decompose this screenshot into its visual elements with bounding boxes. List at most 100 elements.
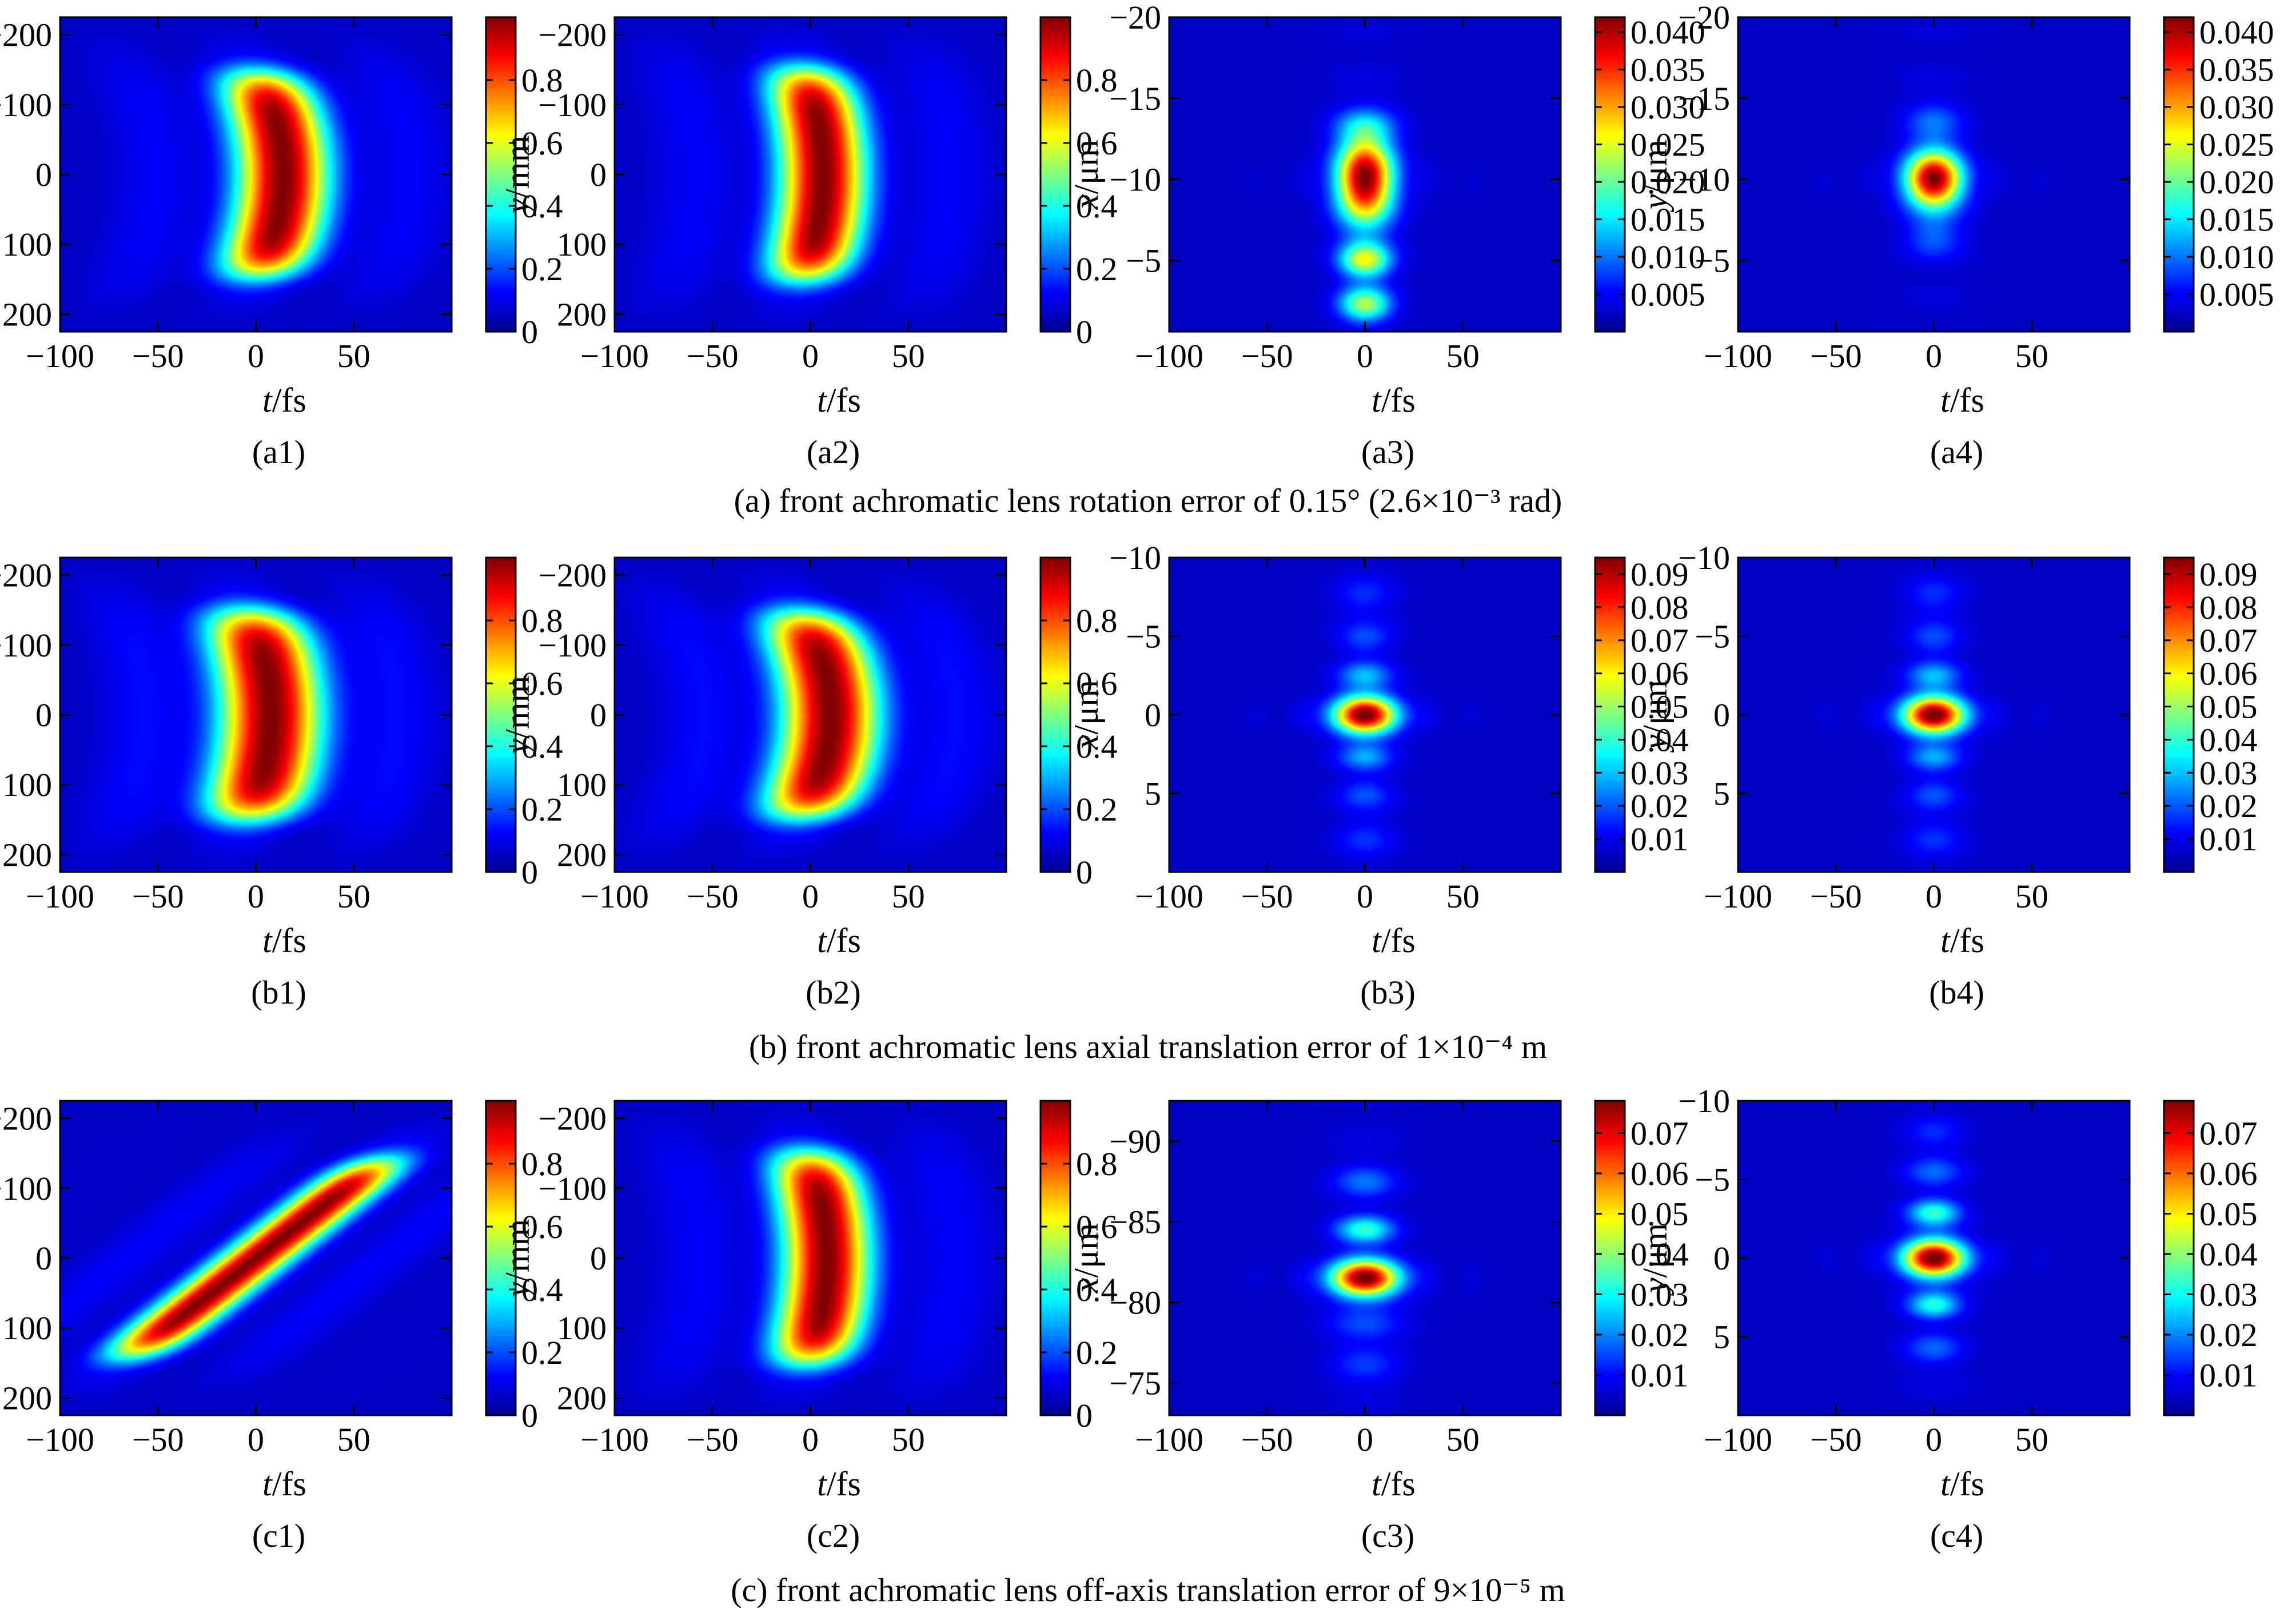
colorbar	[2163, 556, 2195, 873]
y-tick-label: −100	[538, 1170, 607, 1207]
colorbar-tick-label: 0.04	[1631, 721, 1689, 758]
y-tick-label: −5	[1695, 242, 1730, 279]
x-axis-variable: t	[817, 922, 827, 960]
heatmap-a1	[60, 17, 452, 332]
x-axis-label: t/fs	[1372, 381, 1416, 419]
x-axis-label: t/fs	[1940, 922, 1984, 960]
panel-c4: −100 −50 0 50−10−505t/fsy/μm(c4)0.010.020.0…	[1636, 1082, 2258, 1554]
y-axis-unit: /μm	[1636, 140, 1674, 194]
x-tick-label: 50	[337, 878, 370, 915]
panel-b1: −100−50050−200−1000100200t/fsx/mm(b1)00.…	[0, 556, 563, 1011]
y-tick-label: 100	[2, 766, 52, 803]
colorbar-tick-label: 0.08	[2199, 589, 2258, 626]
panel-label: (b4)	[1929, 974, 1984, 1011]
y-tick-label: −10	[1678, 1082, 1730, 1120]
y-axis-unit: /μm	[1067, 1223, 1105, 1278]
colorbar-tick-label: 0.020	[2199, 164, 2274, 201]
colorbar	[2163, 1100, 2195, 1416]
colorbar-tick-label: 0.4	[1076, 188, 1118, 225]
x-axis-variable: t	[1940, 922, 1951, 960]
colorbar-tick-label: 0.02	[2199, 787, 2258, 825]
y-tick-label: −10	[1678, 161, 1730, 198]
panel-label: (c4)	[1930, 1517, 1983, 1554]
colorbar-tick-label: 0.4	[1076, 1271, 1118, 1308]
colorbar-tick-label: 0.2	[521, 791, 563, 828]
heatmap-c2	[615, 1101, 1006, 1415]
colorbar-tick-label: 0.2	[521, 250, 563, 288]
x-tick-label: −100	[1135, 1421, 1203, 1458]
colorbar	[485, 556, 517, 873]
colorbar-tick-label: 0.025	[2199, 126, 2274, 164]
x-axis-label: t/fs	[817, 1465, 861, 1503]
y-tick-label: −100	[538, 86, 607, 124]
y-axis-label: y/μm	[1636, 1223, 1674, 1296]
x-axis-variable: t	[262, 1465, 273, 1503]
y-tick-label: 0	[1145, 696, 1161, 734]
x-axis-variable: t	[1372, 922, 1382, 960]
colorbar-tick-label: 0.8	[1076, 602, 1118, 639]
colorbar-tick-label: 0.01	[1631, 821, 1689, 858]
colorbar	[1039, 556, 1071, 873]
panel-a2: −100 −50 0 50 −200 −100 0 100 200 t/fs y/mm (a2) 0 0.…	[499, 16, 1118, 471]
x-tick-label: −100	[1704, 878, 1772, 915]
x-tick-label: −100	[580, 878, 649, 915]
colorbar-tick-label: 0.040	[1631, 14, 1705, 51]
colorbar-tick-label: 0.6	[1076, 125, 1118, 162]
panel-b2: −100 −50 0 50 −200 −100 0 100 200 t/fs y/mm (b2) 0 0.…	[499, 556, 1118, 1011]
x-axis-unit: /fs	[1950, 1465, 1984, 1503]
y-axis-variable: x	[1067, 194, 1105, 210]
panel-a3: −100 −50 0 50−20−15−10−5t/fsx/μm(a3)0.0050.…	[1067, 0, 1705, 471]
y-axis-unit: /μm	[1636, 680, 1674, 735]
x-tick-label: −50	[1241, 1421, 1293, 1458]
colorbar	[1594, 16, 1626, 333]
colorbar-tick-label: 0.08	[1631, 589, 1689, 626]
x-axis-unit: /fs	[1950, 381, 1984, 419]
panel-label: (c2)	[807, 1517, 860, 1554]
colorbar-tick-label: 0.02	[2199, 1316, 2258, 1354]
colorbar-tick-label: 0.015	[1631, 201, 1705, 238]
y-tick-label: −5	[1695, 618, 1730, 655]
x-axis-variable: t	[817, 381, 827, 419]
x-tick-label: 50	[1446, 878, 1480, 915]
colorbar-tick-label: 0.040	[2199, 14, 2274, 51]
colorbar-tick-label: 0.010	[1631, 238, 1705, 276]
colorbar-tick-label: 0.4	[1076, 728, 1118, 765]
y-tick-label: −5	[1695, 1161, 1730, 1199]
colorbar-tick-label: 0	[521, 854, 538, 891]
x-axis-unit: /fs	[1950, 922, 1984, 960]
x-tick-label: −50	[1241, 337, 1293, 375]
y-axis-unit: /mm	[499, 1219, 536, 1282]
x-axis-label: t/fs	[1372, 1465, 1416, 1503]
colorbar-tick-label: 0.6	[521, 665, 563, 702]
colorbar-tick-label: 0.020	[1631, 164, 1705, 201]
x-tick-label: 50	[1446, 1421, 1480, 1458]
y-axis-label: x/μm	[1067, 680, 1105, 750]
y-tick-label: 200	[557, 296, 607, 333]
x-axis-label: t/fs	[262, 1465, 306, 1503]
panels: −100−50050−200−1000100200t/fsx/mm(a1)00.…	[0, 0, 2274, 1554]
x-axis-unit: /fs	[272, 922, 306, 960]
x-tick-label: −50	[1810, 878, 1862, 915]
panel-label: (c3)	[1361, 1517, 1414, 1554]
colorbar-tick-label: 0.8	[1076, 62, 1118, 99]
x-tick-label: −50	[687, 337, 739, 375]
row-caption-b: (b) front achromatic lens axial translat…	[749, 1028, 1547, 1065]
colorbar-tick-label: 0.025	[1631, 126, 1705, 164]
x-tick-label: −100	[1704, 337, 1772, 375]
colorbar-tick-label: 0.06	[2199, 1155, 2258, 1192]
colorbar-tick-label: 0.02	[1631, 1316, 1689, 1354]
colorbar-tick-label: 0.030	[2199, 89, 2274, 126]
y-tick-label: 5	[1713, 1319, 1730, 1356]
row-caption-c: (c) front achromatic lens off-axis trans…	[731, 1571, 1565, 1608]
y-tick-label: 0	[1713, 696, 1730, 734]
colorbar-tick-label: 0.005	[2199, 276, 2274, 313]
panel-label: (b3)	[1360, 974, 1416, 1011]
x-tick-label: −100	[580, 1421, 649, 1458]
x-axis-variable: t	[817, 1465, 827, 1503]
colorbar-tick-label: 0.04	[2199, 1236, 2258, 1273]
colorbar-tick-label: 0.03	[2199, 754, 2258, 791]
x-tick-label: 0	[1357, 337, 1373, 375]
y-tick-label: −200	[0, 1100, 52, 1137]
y-tick-label: −200	[0, 557, 52, 594]
